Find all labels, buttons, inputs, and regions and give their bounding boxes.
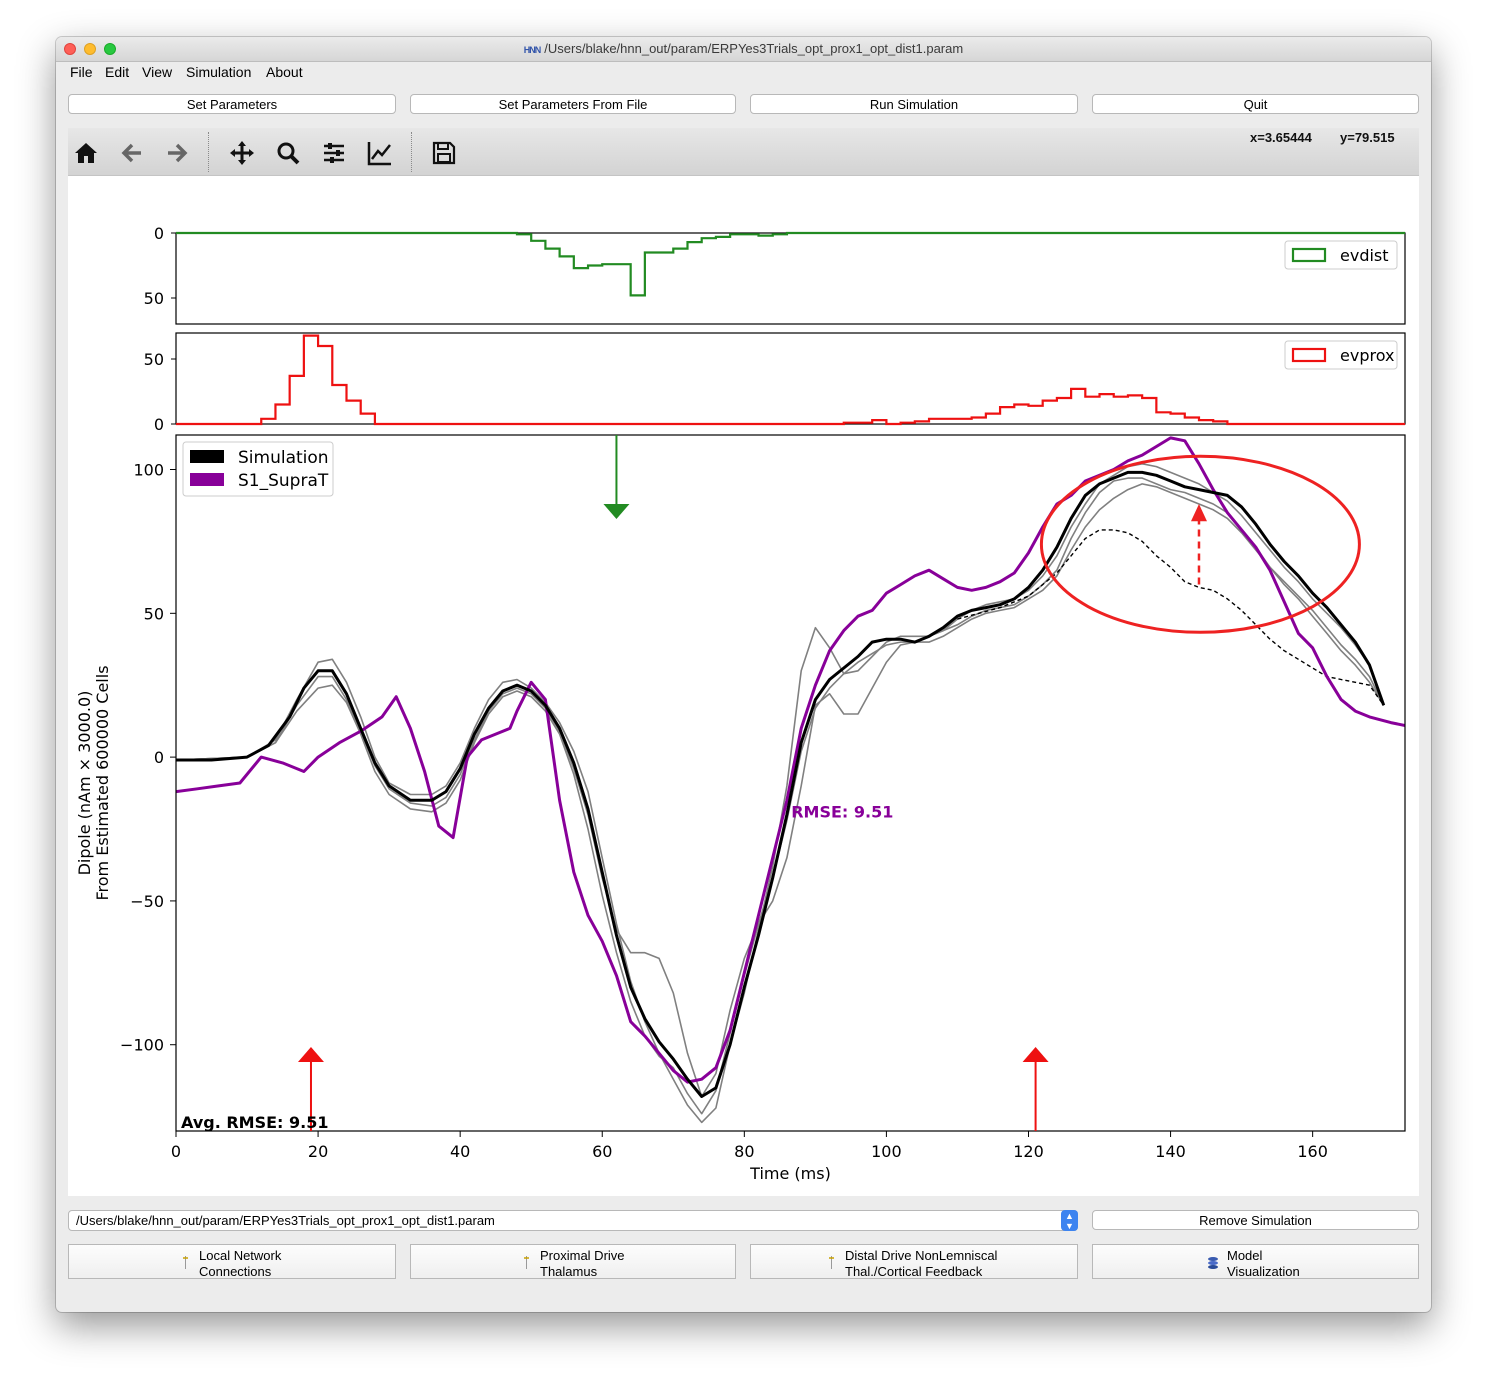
window-title: HNN/Users/blake/hnn_out/param/ERPYes3Tri… [56, 41, 1431, 56]
series-line-trial-4 [176, 463, 1385, 1115]
distal-drive-button[interactable]: Distal Drive NonLemniscal Thal./Cortical … [750, 1244, 1078, 1279]
hist-tick-label-1: 0 [154, 415, 164, 434]
hist-tick-label-1: 50 [144, 350, 164, 369]
hist-panel-frame-0 [175, 232, 1406, 325]
y-tick-label: 0 [154, 748, 164, 767]
menu-bar: File Edit View Simulation About [56, 62, 1431, 84]
x-tick-label: 40 [450, 1142, 470, 1161]
legend-label-evprox: evprox [1340, 346, 1394, 365]
app-window: HNN/Users/blake/hnn_out/param/ERPYes3Tri… [56, 37, 1431, 1312]
model-visualization-label: Model Visualization [1227, 1248, 1300, 1279]
y-tick-label: 50 [144, 604, 164, 623]
proximal-drive-arrow-head [1022, 1047, 1049, 1062]
avg-rmse-label: Avg. RMSE: 9.51 [181, 1113, 328, 1132]
wrench-icon [183, 1256, 188, 1269]
menu-view[interactable]: View [142, 64, 173, 80]
hist-bars-evprox [176, 334, 1405, 426]
series-line-trial-2 [176, 477, 1385, 1124]
back-arrow-icon[interactable] [118, 139, 146, 167]
x-tick-label: 120 [1013, 1142, 1044, 1161]
dipole-figure: 0 50 evdist 50 0 evprox 100 50 0 −50 −100 0 20 40 60 80… [75, 224, 1406, 1183]
series-line-previous-sim-dashed [957, 529, 1385, 706]
zoom-icon[interactable] [274, 139, 302, 167]
y-tick-label: −100 [120, 1036, 164, 1055]
run-simulation-button[interactable]: Run Simulation [750, 94, 1078, 114]
hist-bars-evdist [176, 231, 1405, 297]
simulation-select-value: /Users/blake/hnn_out/param/ERPYes3Trials… [76, 1213, 495, 1228]
series-line-s1_suprat [176, 436, 1405, 1084]
proximal-drive-arrow-head [297, 1047, 324, 1062]
x-coordinate-readout: x=3.65444 [1250, 130, 1312, 145]
save-icon[interactable] [430, 139, 458, 167]
x-tick-label: 60 [592, 1142, 612, 1161]
legend-swatch-evprox [1291, 347, 1327, 363]
home-icon[interactable] [72, 139, 100, 167]
menu-edit[interactable]: Edit [105, 64, 130, 80]
highlight-arrow-head [1190, 504, 1207, 522]
legend-swatch-evdist [1291, 247, 1327, 263]
configure-subplots-icon[interactable] [320, 139, 348, 167]
y-coordinate-readout: y=79.515 [1340, 130, 1395, 145]
proximal-drive-thalamus-label: Proximal Drive Thalamus [540, 1248, 625, 1279]
series-line-simulation [176, 470, 1386, 1098]
y-tick-label: 100 [133, 461, 164, 480]
zoom-window-button[interactable] [104, 43, 116, 55]
layers-icon [1208, 1257, 1218, 1269]
plot-toolbar: x=3.65444 y=79.515 [68, 128, 1419, 176]
rmse-label: RMSE: 9.51 [791, 803, 893, 822]
wrench-icon [829, 1256, 834, 1269]
x-tick-label: 100 [871, 1142, 902, 1161]
main-panel-frame [175, 434, 1406, 1132]
distal-drive-arrow-head [603, 504, 630, 519]
remove-simulation-button[interactable]: Remove Simulation [1092, 1210, 1419, 1230]
plot-canvas[interactable]: 0 50 evdist 50 0 evprox 100 50 0 −50 −100 0 20 40 60 80… [68, 176, 1419, 1196]
x-tick-label: 20 [308, 1142, 328, 1161]
edit-axis-icon[interactable] [366, 139, 394, 167]
legend-label-s1-suprat: S1_SupraT [238, 471, 329, 491]
model-visualization-button[interactable]: Model Visualization [1092, 1244, 1419, 1279]
x-tick-label: 140 [1155, 1142, 1186, 1161]
legend-swatch-s1-suprat [190, 473, 224, 486]
local-network-connections-label: Local Network Connections [199, 1248, 282, 1279]
minimize-window-button[interactable] [84, 43, 96, 55]
menu-about[interactable]: About [266, 64, 303, 80]
legend-swatch-simulation [190, 450, 224, 463]
distal-drive-label: Distal Drive NonLemniscal Thal./Cortical … [845, 1248, 998, 1279]
chevron-up-down-icon[interactable]: ▲ ▼ [1061, 1210, 1078, 1231]
hist-tick-label-0: 0 [154, 224, 164, 243]
title-bar: HNN/Users/blake/hnn_out/param/ERPYes3Tri… [56, 37, 1431, 62]
wrench-icon [524, 1256, 529, 1269]
x-axis-label: Time (ms) [749, 1164, 831, 1183]
close-window-button[interactable] [64, 43, 76, 55]
highlight-ellipse [1039, 454, 1361, 634]
window-title-text: /Users/blake/hnn_out/param/ERPYes3Trials… [544, 41, 964, 56]
local-network-connections-button[interactable]: Local Network Connections [68, 1244, 396, 1279]
simulation-select[interactable]: /Users/blake/hnn_out/param/ERPYes3Trials… [68, 1210, 1078, 1231]
menu-file[interactable]: File [70, 64, 93, 80]
set-parameters-button[interactable]: Set Parameters [68, 94, 396, 114]
y-axis-label: Dipole (nAm × 3000.0) [75, 691, 94, 876]
x-tick-label: 80 [734, 1142, 754, 1161]
app-icon: HNN [523, 45, 541, 55]
toolbar-separator [411, 132, 413, 172]
forward-arrow-icon[interactable] [163, 139, 191, 167]
hist-tick-label-0: 50 [144, 289, 164, 308]
y-tick-label: −50 [130, 892, 164, 911]
x-tick-label: 160 [1297, 1142, 1328, 1161]
series-line-trial-3 [176, 483, 1385, 1098]
x-tick-label: 0 [171, 1142, 181, 1161]
pan-icon[interactable] [228, 139, 256, 167]
toolbar-separator [208, 132, 210, 172]
legend-label-evdist: evdist [1340, 246, 1389, 265]
proximal-drive-thalamus-button[interactable]: Proximal Drive Thalamus [410, 1244, 736, 1279]
quit-button[interactable]: Quit [1092, 94, 1419, 114]
legend-label-simulation: Simulation [238, 448, 329, 468]
y-axis-label-2: From Estimated 600000 Cells [93, 665, 112, 900]
set-parameters-from-file-button[interactable]: Set Parameters From File [410, 94, 736, 114]
menu-simulation[interactable]: Simulation [186, 64, 252, 80]
